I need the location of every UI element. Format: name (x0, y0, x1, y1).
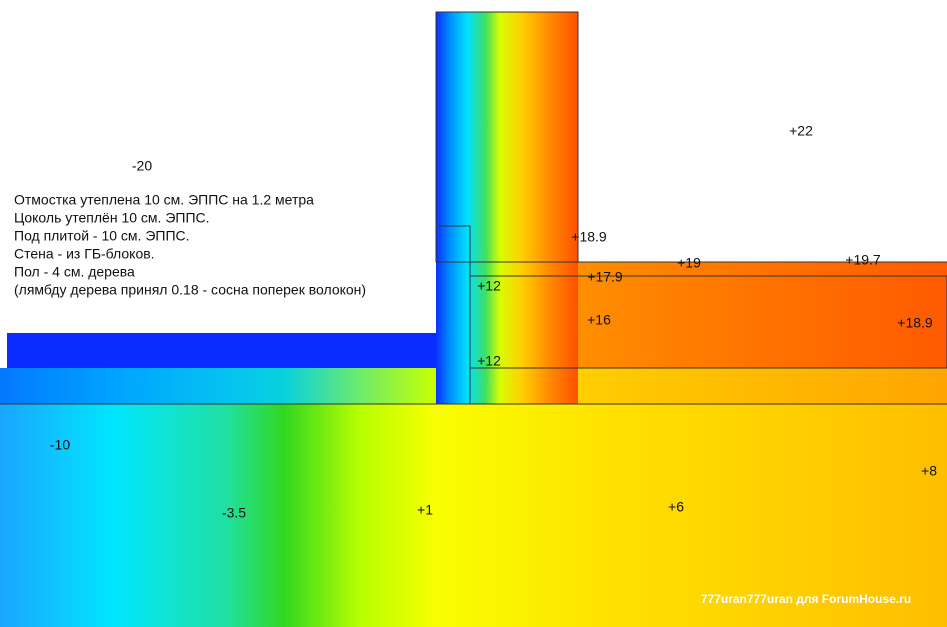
temp-label: +12 (477, 353, 501, 369)
note: Пол - 4 см. дерева (14, 264, 135, 280)
temp-label: +19.7 (845, 252, 881, 268)
temp-label: -10 (50, 437, 70, 453)
temp-label: +22 (789, 123, 813, 139)
note: Отмостка утеплена 10 см. ЭППС на 1.2 мет… (14, 192, 314, 208)
note: Цоколь утеплён 10 см. ЭППС. (14, 210, 210, 226)
temp-label: +18.9 (571, 229, 607, 245)
insulation (7, 333, 436, 368)
temp-label: +8 (921, 463, 937, 479)
temp-label: +17.9 (587, 269, 623, 285)
temp-label: +12 (477, 278, 501, 294)
watermark: 777uran777uran для ForumHouse.ru (701, 592, 911, 606)
ground (0, 368, 947, 627)
temp-label: +19 (677, 255, 701, 271)
temp-label: -3.5 (222, 505, 246, 521)
note: Под плитой - 10 см. ЭППС. (14, 228, 190, 244)
temp-label: +6 (668, 499, 684, 515)
temp-label: -20 (132, 158, 152, 174)
note: Стена - из ГБ-блоков. (14, 246, 155, 262)
temp-label: +16 (587, 312, 611, 328)
note: (лямбду дерева принял 0.18 - сосна попер… (14, 282, 366, 298)
outlines (0, 11, 947, 405)
temp-label: +1 (417, 502, 433, 518)
temp-label: +18.9 (897, 315, 933, 331)
wall (436, 12, 578, 404)
